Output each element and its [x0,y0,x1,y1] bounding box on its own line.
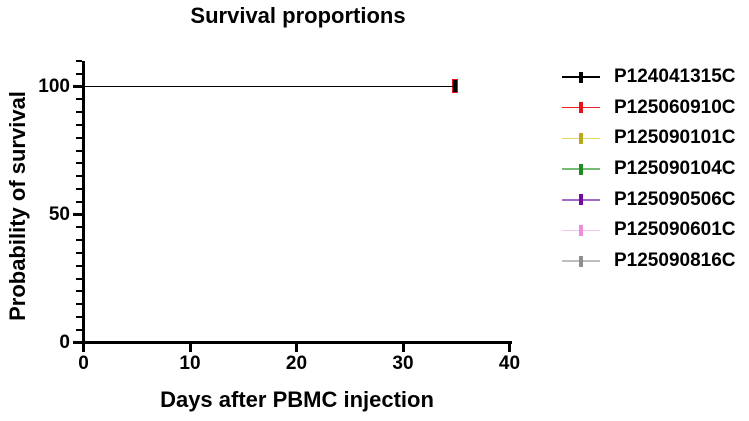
x-tick-label: 0 [78,353,89,374]
legend-censor-tick-icon [579,255,583,267]
legend-censor-tick-icon [579,194,583,206]
x-tick-label: 20 [285,353,308,374]
x-tick-label: 30 [392,353,414,374]
y-minor-tick [76,72,82,75]
survival-curve [83,85,457,88]
legend-symbol [562,159,600,179]
y-minor-tick [76,98,82,101]
y-minor-tick [76,187,82,190]
legend-label: P125090506C [614,188,736,210]
x-major-tick [82,344,85,352]
legend-censor-tick-icon [579,71,583,83]
legend-item: P125090506C [562,188,736,210]
y-minor-tick [76,328,82,331]
y-minor-tick [76,315,82,318]
legend-label: P125090816C [614,250,736,272]
y-major-tick [73,213,82,216]
legend-item: P125090601C [562,220,736,240]
x-tick-label: 10 [179,353,201,374]
y-minor-tick [76,277,82,280]
legend-censor-tick-icon [579,224,583,236]
x-axis-title: Days after PBMC injection [160,387,434,412]
legend-label: P125090101C [614,127,736,149]
legend-symbol [562,67,600,87]
y-minor-tick [76,59,82,62]
y-minor-tick [76,251,82,254]
legend-item: P125090104C [562,159,736,179]
x-axis-line [82,341,512,344]
legend: P124041315C P125060910C P125090101C P125090… [562,67,736,282]
legend-label: P124041315C [614,66,736,87]
legend-symbol [562,251,600,271]
x-major-tick [295,344,298,352]
chart-title: Survival proportions [190,3,406,28]
legend-symbol [562,98,600,118]
y-major-tick [73,341,82,344]
legend-label: P125090601C [614,219,736,241]
legend-item: P124041315C [562,67,736,87]
y-tick-label: 0 [59,332,70,353]
y-minor-tick [76,123,82,126]
y-minor-tick [76,239,82,242]
x-major-tick [401,344,405,352]
x-tick-label: 40 [498,353,521,374]
y-minor-tick [76,303,82,306]
legend-label: P125060910C [614,96,736,118]
censor-tick [453,79,458,92]
legend-item: P125090101C [562,128,736,148]
legend-censor-tick-icon [579,132,583,144]
legend-label: P125090104C [614,158,736,180]
y-minor-tick [76,200,82,203]
y-minor-tick [76,136,82,139]
legend-item: P125090816C [562,251,736,271]
y-minor-tick [76,149,82,152]
legend-censor-tick-icon [579,102,583,114]
y-tick-label: 50 [48,204,70,225]
legend-symbol [562,220,600,240]
y-major-tick [73,85,82,88]
y-minor-tick [76,226,82,229]
y-minor-tick [76,290,82,293]
x-major-tick [508,344,511,352]
y-minor-tick [76,264,82,267]
legend-symbol [562,190,600,210]
y-tick-label: 100 [38,76,70,97]
legend-item: P125060910C [562,96,736,118]
y-minor-tick [76,175,82,178]
y-minor-tick [76,162,82,165]
y-minor-tick [76,111,82,114]
legend-censor-tick-icon [579,163,583,175]
legend-symbol [562,128,600,148]
y-axis-line [82,61,85,344]
x-major-tick [188,344,192,352]
